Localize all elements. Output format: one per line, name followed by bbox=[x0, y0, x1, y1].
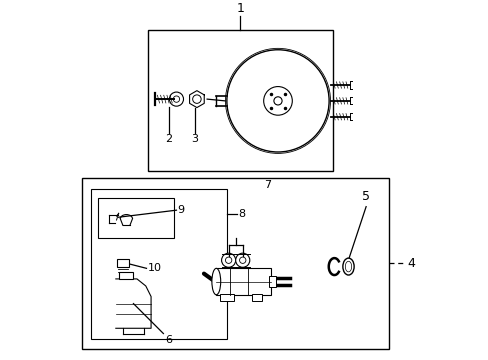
Bar bbox=[268, 276, 276, 287]
Circle shape bbox=[235, 253, 249, 267]
Text: 4: 4 bbox=[407, 257, 415, 270]
Text: 10: 10 bbox=[147, 263, 161, 273]
Circle shape bbox=[221, 253, 235, 267]
Circle shape bbox=[192, 95, 201, 103]
Polygon shape bbox=[116, 279, 151, 328]
Bar bbox=[91, 189, 226, 339]
Text: 2: 2 bbox=[165, 134, 172, 144]
Circle shape bbox=[273, 97, 282, 105]
Bar bbox=[251, 294, 262, 301]
Text: 6: 6 bbox=[165, 335, 172, 345]
Text: 9: 9 bbox=[177, 205, 184, 215]
Text: 8: 8 bbox=[238, 209, 245, 219]
Ellipse shape bbox=[345, 261, 351, 272]
Ellipse shape bbox=[342, 258, 353, 275]
Text: 3: 3 bbox=[191, 134, 198, 144]
Ellipse shape bbox=[211, 268, 220, 295]
Ellipse shape bbox=[226, 50, 328, 152]
Circle shape bbox=[173, 96, 179, 102]
Bar bbox=[216, 268, 270, 295]
Bar bbox=[220, 294, 233, 301]
Circle shape bbox=[169, 92, 183, 106]
Circle shape bbox=[225, 257, 231, 264]
Circle shape bbox=[239, 257, 245, 264]
Bar bbox=[119, 272, 133, 279]
Bar bbox=[116, 259, 129, 266]
Circle shape bbox=[263, 86, 292, 115]
Text: 1: 1 bbox=[236, 1, 244, 14]
Bar bbox=[82, 179, 388, 350]
Bar bbox=[98, 198, 174, 238]
Text: 7: 7 bbox=[264, 180, 270, 190]
Bar bbox=[147, 30, 332, 171]
Text: 5: 5 bbox=[362, 190, 369, 203]
